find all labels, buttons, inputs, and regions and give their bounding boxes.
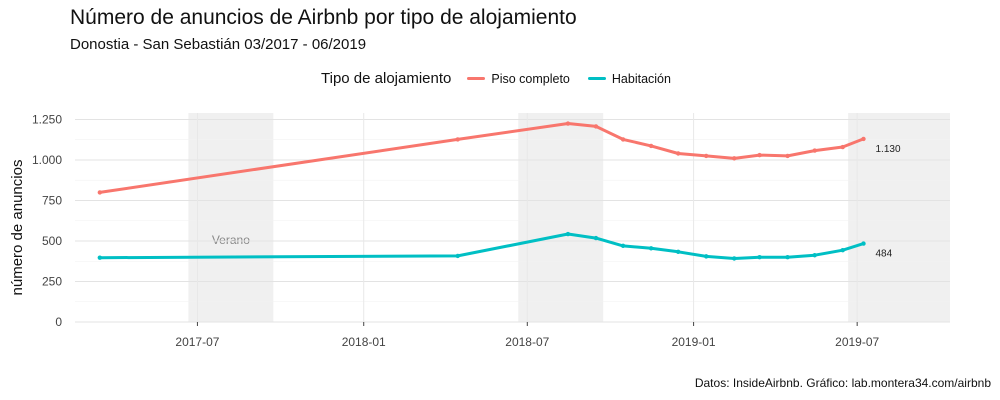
y-tick-label: 750 xyxy=(42,193,62,207)
series-point-1 xyxy=(757,254,762,260)
chart-title: Número de anuncios de Airbnb por tipo de… xyxy=(70,6,577,29)
chart-subtitle: Donostia - San Sebastián 03/2017 - 06/20… xyxy=(70,36,367,53)
series-point-1 xyxy=(648,246,654,251)
series-point-1 xyxy=(732,256,737,261)
y-tick-label: 1.000 xyxy=(32,153,62,167)
y-tick-label: 0 xyxy=(55,315,62,329)
x-tick-label: 2017-07 xyxy=(175,335,219,349)
series-point-0 xyxy=(785,153,790,159)
series-point-1 xyxy=(593,235,599,241)
series-point-0 xyxy=(620,137,626,142)
legend-item-piso-completo: Piso completo xyxy=(467,72,570,86)
series-point-1 xyxy=(861,241,866,246)
shaded-period-label: Verano xyxy=(212,233,250,247)
series-point-0 xyxy=(648,143,654,149)
y-axis-label: número de anuncios xyxy=(9,160,26,296)
series-point-0 xyxy=(861,136,866,142)
legend-key-habitacion xyxy=(587,77,606,80)
series-point-0 xyxy=(593,124,599,129)
x-tick-label: 2019-01 xyxy=(672,335,716,349)
series-point-0 xyxy=(704,153,709,159)
series-point-1 xyxy=(455,253,460,259)
legend-item-habitacion: Habitación xyxy=(587,71,671,86)
series-point-0 xyxy=(757,152,762,158)
legend-key-piso-completo xyxy=(467,77,486,80)
series-point-1 xyxy=(840,248,845,253)
shaded-period-2 xyxy=(848,113,950,322)
series-point-1 xyxy=(812,253,817,258)
series-point-0 xyxy=(97,190,103,195)
series-point-0 xyxy=(840,144,845,150)
legend-label-habitacion: Habitación xyxy=(611,71,671,86)
end-value-label-0: 1.130 xyxy=(875,144,900,155)
series-point-0 xyxy=(676,151,681,156)
x-tick-label: 2018-01 xyxy=(342,335,386,349)
y-tick-label: 500 xyxy=(42,234,62,248)
series-point-1 xyxy=(704,254,709,259)
series-point-0 xyxy=(455,137,460,142)
legend-label-piso-completo: Piso completo xyxy=(491,71,570,86)
chart-caption: Datos: InsideAirbnb. Gráfico: lab.monter… xyxy=(694,376,991,390)
end-value-label-1: 484 xyxy=(875,249,892,260)
series-point-0 xyxy=(812,148,817,153)
legend: Tipo de alojamiento Piso completo Habita… xyxy=(0,70,1000,87)
series-point-0 xyxy=(565,121,571,126)
series-point-1 xyxy=(620,243,626,249)
legend-title: Tipo de alojamiento xyxy=(321,70,452,87)
series-point-1 xyxy=(565,231,571,237)
shaded-period-1 xyxy=(518,113,604,322)
series-point-1 xyxy=(97,255,103,260)
series-point-1 xyxy=(785,254,790,260)
shaded-period-0 xyxy=(188,113,274,322)
series-line-1 xyxy=(98,232,865,260)
series-point-1 xyxy=(676,249,681,255)
series-point-0 xyxy=(732,156,737,161)
series-line-0 xyxy=(98,122,865,194)
y-tick-label: 1.250 xyxy=(32,112,62,126)
y-tick-label: 250 xyxy=(42,274,62,288)
x-tick-label: 2018-07 xyxy=(505,335,549,349)
x-tick-label: 2019-07 xyxy=(835,335,879,349)
